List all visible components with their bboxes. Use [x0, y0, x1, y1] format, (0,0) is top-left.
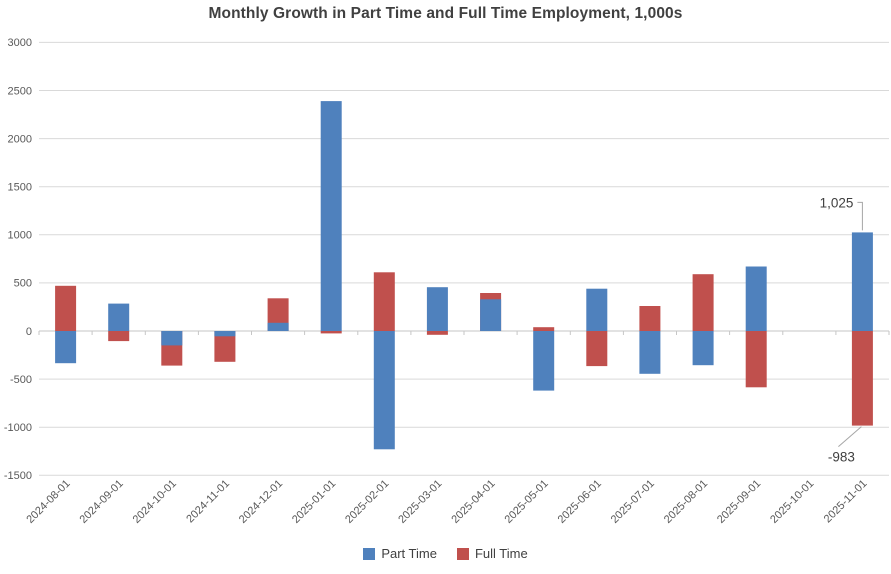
- svg-text:2025-02-01: 2025-02-01: [343, 478, 391, 526]
- legend-swatch-icon: [363, 547, 376, 560]
- svg-text:2024-08-01: 2024-08-01: [24, 478, 72, 526]
- legend-label: Part Time: [381, 546, 437, 561]
- chart-title: Monthly Growth in Part Time and Full Tim…: [208, 5, 683, 22]
- svg-text:-983: -983: [828, 450, 855, 465]
- svg-text:2025-07-01: 2025-07-01: [609, 478, 657, 526]
- svg-text:-1500: -1500: [4, 470, 32, 482]
- svg-text:-500: -500: [10, 374, 32, 386]
- svg-text:-1000: -1000: [4, 422, 32, 434]
- svg-text:2025-10-01: 2025-10-01: [768, 478, 816, 526]
- svg-text:2025-05-01: 2025-05-01: [503, 478, 551, 526]
- svg-text:1000: 1000: [8, 230, 32, 242]
- legend-item-full-time: Full Time: [456, 546, 528, 561]
- svg-text:3000: 3000: [8, 37, 32, 49]
- svg-text:2024-09-01: 2024-09-01: [78, 478, 126, 526]
- svg-text:1,025: 1,025: [820, 195, 854, 210]
- svg-text:2025-04-01: 2025-04-01: [449, 478, 497, 526]
- svg-text:2025-08-01: 2025-08-01: [662, 478, 710, 526]
- svg-text:2024-10-01: 2024-10-01: [131, 478, 179, 526]
- svg-text:2000: 2000: [8, 133, 32, 145]
- svg-text:2025-11-01: 2025-11-01: [822, 478, 870, 526]
- svg-text:1500: 1500: [8, 182, 32, 194]
- svg-text:2025-09-01: 2025-09-01: [715, 478, 763, 526]
- svg-text:2025-06-01: 2025-06-01: [556, 478, 604, 526]
- legend: Part Time Full Time: [0, 546, 891, 561]
- legend-label: Full Time: [474, 546, 528, 561]
- svg-text:2024-11-01: 2024-11-01: [184, 478, 232, 526]
- svg-text:2024-12-01: 2024-12-01: [237, 478, 285, 526]
- legend-item-part-time: Part Time: [363, 546, 437, 561]
- svg-text:500: 500: [14, 278, 32, 290]
- svg-text:0: 0: [26, 326, 32, 338]
- svg-text:2025-03-01: 2025-03-01: [396, 478, 444, 526]
- legend-swatch-icon: [456, 547, 469, 560]
- svg-text:2025-01-01: 2025-01-01: [290, 478, 338, 526]
- svg-text:2500: 2500: [8, 85, 32, 97]
